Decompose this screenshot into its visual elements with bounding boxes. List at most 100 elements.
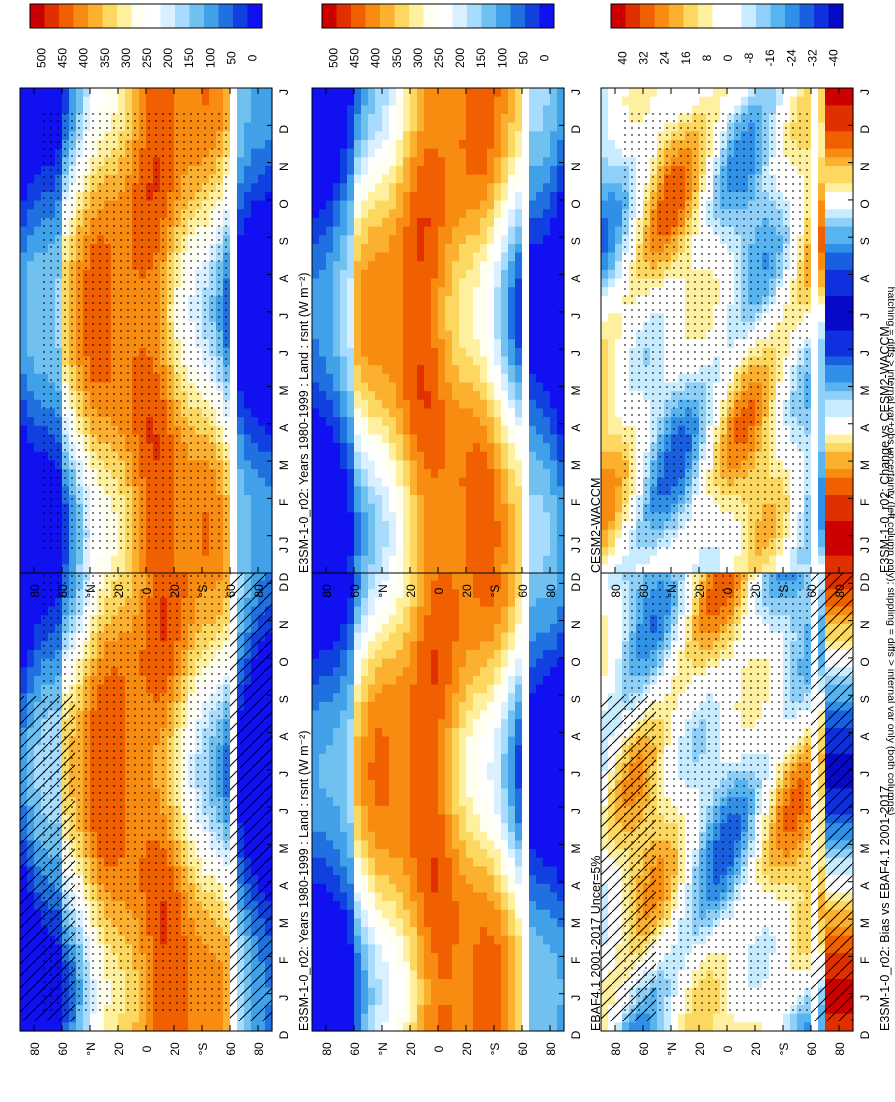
- heat-cell: [312, 996, 320, 1006]
- heat-cell: [361, 953, 369, 963]
- heat-cell: [139, 564, 147, 574]
- heat-cell: [34, 88, 42, 98]
- lat-tick-label: 60: [56, 1042, 70, 1056]
- heat-cell: [230, 547, 238, 557]
- heat-cell: [244, 113, 252, 124]
- heat-cell: [174, 1013, 182, 1023]
- heat-cell: [375, 901, 383, 911]
- heat-cell: [20, 313, 28, 323]
- heat-cell: [396, 615, 404, 625]
- heat-cell: [389, 840, 397, 850]
- heat-cell: [27, 105, 35, 115]
- heat-cell: [27, 425, 35, 436]
- heat-cell: [347, 762, 355, 772]
- heat-cell: [251, 564, 259, 574]
- heat-cell: [396, 788, 404, 798]
- heat-cell: [389, 753, 397, 764]
- heat-cell: [319, 840, 327, 850]
- heat-cell: [326, 649, 334, 660]
- heat-cell: [244, 295, 252, 306]
- heat-cell: [375, 857, 383, 868]
- heat-cell: [244, 148, 252, 158]
- heat-cell: [34, 217, 42, 228]
- heat-cell: [354, 710, 362, 720]
- heat-cell: [368, 918, 376, 928]
- heat-cell: [361, 615, 369, 625]
- heat-cell: [340, 606, 348, 616]
- heat-cell: [265, 460, 273, 470]
- colorbar-swatch: [233, 4, 248, 28]
- heat-cell: [333, 615, 341, 625]
- heat-cell: [244, 451, 252, 462]
- heat-cell: [230, 339, 238, 349]
- heat-cell: [244, 417, 252, 427]
- heat-cell: [340, 571, 348, 582]
- heat-cell: [104, 96, 112, 106]
- heat-cell: [251, 287, 259, 297]
- heat-cell: [83, 96, 91, 106]
- heat-cell: [333, 1013, 341, 1023]
- heat-cell: [396, 883, 404, 894]
- heat-cell: [396, 797, 404, 807]
- heat-cell: [237, 486, 245, 496]
- heat-cell: [20, 512, 28, 522]
- heat-cell: [237, 495, 245, 505]
- heat-cell: [69, 1022, 77, 1032]
- heat-cell: [237, 356, 245, 366]
- heat-cell: [181, 555, 189, 565]
- heat-cell: [382, 1013, 390, 1023]
- heat-cell: [251, 313, 259, 323]
- heat-cell: [265, 521, 273, 531]
- heat-cell: [27, 503, 35, 513]
- heat-cell: [361, 901, 369, 911]
- heat-cell: [132, 96, 140, 106]
- heat-cell: [258, 469, 266, 479]
- heat-cell: [389, 788, 397, 798]
- heat-cell: [354, 788, 362, 798]
- heat-cell: [403, 788, 411, 798]
- heat-cell: [265, 356, 273, 366]
- heat-cell: [361, 675, 369, 686]
- heat-cell: [333, 840, 341, 850]
- heat-cell: [319, 597, 327, 608]
- heat-cell: [347, 632, 355, 642]
- heat-cell: [251, 382, 259, 392]
- heat-cell: [223, 96, 231, 106]
- heat-cell: [34, 252, 42, 262]
- heat-cell: [230, 365, 238, 375]
- heat-cell: [312, 779, 320, 790]
- heat-cell: [347, 909, 355, 920]
- heat-cell: [27, 183, 35, 193]
- heat-cell: [340, 736, 348, 746]
- heat-cell: [258, 235, 266, 245]
- heat-cell: [27, 200, 35, 210]
- heat-cell: [27, 495, 35, 505]
- heat-cell: [265, 148, 273, 158]
- heat-cell: [361, 779, 369, 790]
- heat-cell: [27, 564, 35, 574]
- heat-cell: [251, 148, 259, 158]
- heat-cell: [27, 675, 35, 686]
- heat-cell: [333, 649, 341, 660]
- heat-cell: [237, 521, 245, 531]
- heat-cell: [230, 191, 238, 202]
- heat-cell: [403, 953, 411, 963]
- heat-cell: [195, 564, 203, 574]
- panel-1: 80 60 °N 20 0 20 °S 60 80DJFMAMJJASONDJE3SM-1-0_…: [19, 3, 311, 598]
- heat-cell: [34, 148, 42, 158]
- heat-cell: [347, 641, 355, 651]
- heat-cell: [41, 564, 49, 574]
- heat-cell: [20, 391, 28, 401]
- heat-cell: [34, 1022, 42, 1032]
- heat-cell: [27, 538, 35, 548]
- heat-cell: [97, 1013, 105, 1023]
- heat-cell: [312, 1013, 320, 1023]
- heat-cell: [209, 88, 217, 98]
- month-label: D: [277, 125, 291, 134]
- heat-cell: [216, 564, 224, 574]
- heat-cell: [375, 675, 383, 686]
- heat-cell: [97, 555, 105, 565]
- heat-cell: [265, 538, 273, 548]
- heat-cell: [340, 580, 348, 590]
